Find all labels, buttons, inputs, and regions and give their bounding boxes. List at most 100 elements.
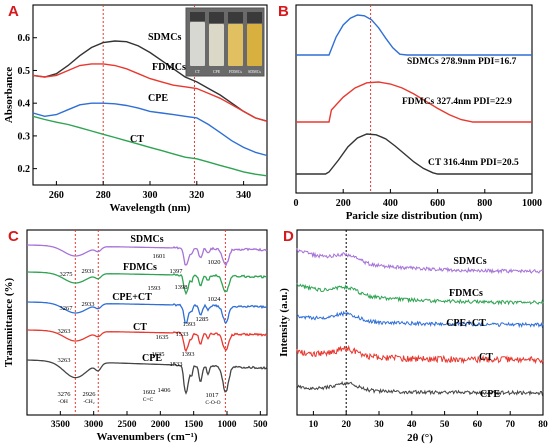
c-xtick-label-2: 2500 [118,420,137,430]
a-xlabel: Wavelength (nm) [110,202,191,214]
inset-vials-photo: CT CPE FDMCs SDMCs [185,7,265,77]
d-series-label-1: FDMCs [449,288,483,299]
c-annotation-8: 1398 [175,284,188,291]
panel-c: 3500 3000 2500 2000 1500 1000 500 Wavenumbers … [3,229,268,443]
c-series-label-4: CPE [142,353,162,364]
d-xtick-label-5: 60 [473,420,483,430]
c-xtick-label-4: 1500 [184,420,203,430]
c-annotation-2: 1601 [153,253,166,260]
d-xtick-label-7: 80 [538,420,548,430]
a-series-ct-line [32,115,268,177]
a-inset-label-0: CT [195,69,201,74]
a-inset-label-1: CPE [213,69,221,74]
a-series-label-fdmcs: FDMCs [152,62,186,73]
d-series-cpe-ct-line [296,310,544,329]
panel-letter-a: A [8,3,19,20]
c-annotation-19: 3276 [58,391,72,398]
b-series-ct-line [296,133,532,175]
b-xtick-label-0: 0 [294,198,299,209]
c-series-cpe-line [27,359,268,395]
a-xtick-label-0: 260 [49,190,64,201]
d-xtick-label-2: 30 [374,420,384,430]
b-xtick-label-4: 800 [477,198,492,209]
c-annotation-9: 1024 [208,296,222,303]
panel-b-frame [295,4,533,194]
d-series-fdmcs-line [296,283,544,306]
a-xtick-label-1: 280 [96,190,111,201]
a-ytick-label-4: 0.6 [18,33,31,44]
c-xtick-label-1: 3000 [84,420,103,430]
d-series-ct-line [296,344,544,365]
c-annotation-1: 2931 [82,268,95,275]
d-series-cpe-line [296,380,544,397]
a-series-sdmcs-line [32,40,268,122]
b-series-label-sdmcs: SDMCs 278.9nm PDI=16.7 [407,57,517,67]
c-annotation-7: 1593 [148,285,161,292]
c-annotation-25: 1406 [158,387,172,394]
c-series-sdmcs-line [27,244,268,267]
a-series-cpe-line [32,102,268,157]
b-series-sdmcs-line [296,14,532,56]
c-series-label-2: CPE+CT [112,292,152,303]
d-series-sdmcs-line [296,248,544,275]
d-xtick-label-4: 50 [440,420,450,430]
d-xtick-label-3: 40 [407,420,417,430]
d-xtick-label-6: 70 [505,420,515,430]
c-xtick-label-0: 3500 [51,420,70,430]
c-annotation-20: -OH [58,399,68,405]
a-series-label-ct: CT [130,134,144,145]
c-annotation-16: 1635 [152,351,165,358]
c-series-fdmcs-line [27,271,268,296]
panel-letter-c: C [8,228,19,245]
panel-d-frame [296,229,544,416]
panel-letter-b: B [278,3,289,20]
c-annotation-17: 1533 [170,361,183,368]
c-ylabel: Transmittance (%) [3,278,15,368]
c-annotation-13: 1393 [183,321,196,328]
a-ytick-label-0: 0.2 [18,164,31,175]
c-xtick-label-3: 2000 [151,420,170,430]
panel-letter-d: D [283,228,294,245]
b-series-label-fdmcs: FDMCs 327.4nm PDI=22.9 [402,97,512,107]
b-xlabel: Paricle size distribution (nm) [346,210,483,222]
b-series-fdmcs-line [296,81,532,123]
d-series-label-4: CPE [480,389,500,400]
a-series-fdmcs-line [32,63,268,122]
panel-d: 10 20 30 40 50 60 70 80 2θ (°) Intensity (a.u.) S… [278,229,548,444]
d-ylabel: Intensity (a.u.) [278,288,290,357]
d-xtick-label-0: 10 [309,420,319,430]
c-series-cpe-ct-line [27,301,268,325]
a-inset-label-3: SDMCs [248,69,261,74]
c-xlabel: Wavenumbers (cm⁻¹) [96,431,197,443]
c-series-ct-line [27,329,268,353]
b-xtick-label-1: 200 [336,198,351,209]
panel-a: 260 280 300 320 340 0.2 0.3 0.4 0.5 0.6 Wavelengt… [3,4,268,214]
a-ytick-label-1: 0.3 [18,131,31,142]
c-annotation-11: 1635 [156,334,169,341]
c-annotation-22: -CH₂ [83,399,94,405]
b-series-label-ct: CT 316.4nm PDI=20.5 [428,158,519,168]
b-xtick-label-2: 400 [383,198,398,209]
c-series-label-1: FDMCs [123,262,157,273]
c-annotation-14: 1285 [196,316,209,323]
c-xtick-label-6: 500 [253,420,268,430]
c-annotation-15: 3263 [58,357,71,364]
c-annotation-5: 3267 [60,305,74,312]
c-annotation-6: 2933 [82,301,95,308]
a-xtick-label-3: 320 [189,190,204,201]
a-xtick-label-4: 340 [236,190,251,201]
c-series-label-3: CT [133,322,147,333]
a-inset-label-2: FDMCs [229,69,242,74]
c-annotation-4: 1020 [208,259,221,266]
a-ylabel: Absorbance [3,67,15,123]
a-series-label-sdmcs: SDMCs [148,32,181,43]
d-series-label-0: SDMCs [453,256,486,267]
c-annotation-26: 1017 [206,392,220,399]
c-annotation-21: 2926 [83,391,97,398]
b-xtick-label-3: 600 [430,198,445,209]
panel-b: 0 200 400 600 800 1000 Paricle size distribut… [294,4,542,222]
a-series-label-cpe: CPE [148,93,168,104]
c-annotation-12: 1533 [176,331,189,338]
c-annotation-3: 1397 [170,268,184,275]
